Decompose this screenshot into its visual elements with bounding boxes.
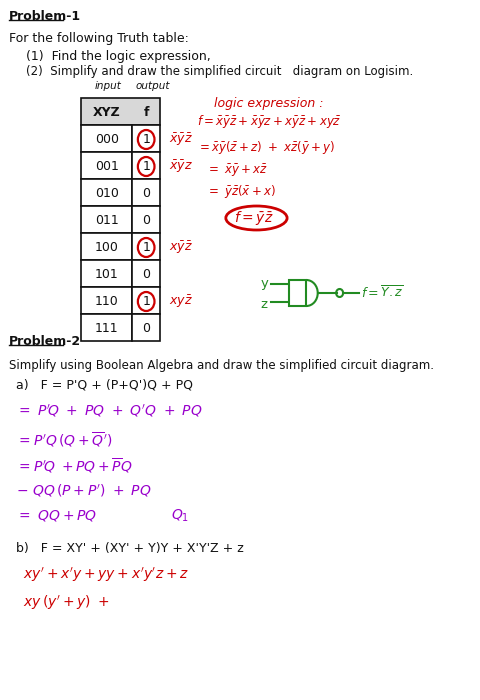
Text: 010: 010 [95, 187, 119, 200]
Text: $=\mathit{P'Q\,(Q+\overline{Q}')}$: $=\mathit{P'Q\,(Q+\overline{Q}')}$ [16, 431, 112, 450]
Bar [288, 280, 306, 306]
Text: 110: 110 [95, 295, 119, 308]
Bar [81, 98, 160, 125]
Text: 000: 000 [95, 133, 119, 146]
Text: For the following Truth table:: For the following Truth table: [9, 32, 188, 45]
Text: $-\ \mathit{QQ\,(P+P')\ +\ PQ}$: $-\ \mathit{QQ\,(P+P')\ +\ PQ}$ [16, 483, 151, 499]
Bar [132, 152, 160, 179]
Bar [81, 287, 132, 314]
Text: 001: 001 [95, 160, 119, 173]
Text: output: output [135, 81, 170, 91]
Text: Simplify using Boolean Algebra and draw the simplified circuit diagram.: Simplify using Boolean Algebra and draw … [9, 359, 433, 372]
Text: $f=\overline{Y.z}$: $f=\overline{Y.z}$ [360, 285, 402, 301]
Text: input: input [95, 81, 121, 91]
Bar [81, 260, 132, 287]
Bar [81, 314, 132, 341]
Text: $=\ \mathit{P'\!Q}\ +\ \mathit{PQ}\ +\ \mathit{Q'Q}\ +\ \mathit{PQ}$: $=\ \mathit{P'\!Q}\ +\ \mathit{PQ}\ +\ \… [16, 403, 202, 419]
Text: $=\bar{x}\bar{y}(\bar{z}+z)\ +\ x\bar{z}(\bar{y}+y)$: $=\bar{x}\bar{y}(\bar{z}+z)\ +\ x\bar{z}… [196, 139, 334, 157]
Text: z: z [260, 298, 267, 311]
Bar [132, 206, 160, 233]
Text: a)   F = P'Q + (P+Q')Q + PQ: a) F = P'Q + (P+Q')Q + PQ [16, 379, 192, 392]
Text: $f=\bar{y}\bar{z}$: $f=\bar{y}\bar{z}$ [233, 209, 273, 227]
Bar [81, 206, 132, 233]
Text: 011: 011 [95, 214, 119, 227]
Text: 0: 0 [142, 322, 150, 335]
Text: $\bar{x}\bar{y}z$: $\bar{x}\bar{y}z$ [168, 158, 192, 175]
Text: XYZ: XYZ [93, 106, 120, 119]
Text: y: y [260, 276, 268, 290]
Text: 1: 1 [142, 160, 150, 173]
Bar [81, 125, 132, 152]
Bar [132, 260, 160, 287]
Text: 111: 111 [95, 322, 119, 335]
Text: $=\ \mathit{QQ + PQ}$: $=\ \mathit{QQ + PQ}$ [16, 508, 96, 523]
Text: b)   F = XY' + (XY' + Y)Y + X'Y'Z + z: b) F = XY' + (XY' + Y)Y + X'Y'Z + z [16, 542, 243, 555]
Bar [132, 314, 160, 341]
Bar [81, 179, 132, 206]
Text: 0: 0 [142, 214, 150, 227]
Text: logic expression :: logic expression : [214, 97, 323, 110]
Text: 0: 0 [142, 187, 150, 200]
Text: $\bar{x}\bar{y}\bar{z}$: $\bar{x}\bar{y}\bar{z}$ [168, 131, 192, 148]
Bar [132, 233, 160, 260]
Bar [81, 152, 132, 179]
Text: 1: 1 [142, 133, 150, 146]
Text: $x\bar{y}\bar{z}$: $x\bar{y}\bar{z}$ [168, 239, 192, 255]
Text: 1: 1 [142, 295, 150, 308]
Text: Problem-1: Problem-1 [9, 10, 81, 23]
Text: Problem-2: Problem-2 [9, 335, 81, 348]
Text: f: f [143, 106, 149, 119]
Text: $Q_1$: $Q_1$ [170, 508, 189, 524]
Text: 100: 100 [95, 241, 119, 254]
Text: $=\ \bar{x}\bar{y}+x\bar{z}$: $=\ \bar{x}\bar{y}+x\bar{z}$ [205, 163, 267, 179]
Text: 101: 101 [95, 268, 119, 281]
Text: 0: 0 [142, 268, 150, 281]
Text: (2)  Simplify and draw the simplified circuit   diagram on Logisim.: (2) Simplify and draw the simplified cir… [26, 65, 413, 78]
Text: (1)  Find the logic expression,: (1) Find the logic expression, [26, 50, 211, 63]
Bar [132, 287, 160, 314]
Bar [81, 233, 132, 260]
Text: $xy\bar{z}$: $xy\bar{z}$ [168, 293, 192, 310]
Text: $=\mathit{P'\!Q}\ +\mathit{PQ}+\mathit{\overline{P}Q}$: $=\mathit{P'\!Q}\ +\mathit{PQ}+\mathit{\… [16, 457, 132, 475]
Text: $f=\bar{x}\bar{y}\bar{z}+\bar{x}\bar{y}z+x\bar{y}\bar{z}+xy\bar{z}$: $f=\bar{x}\bar{y}\bar{z}+\bar{x}\bar{y}z… [196, 113, 341, 130]
Text: $xy\,(y'+y)\ +$: $xy\,(y'+y)\ +$ [23, 594, 109, 612]
Bar [132, 125, 160, 152]
Text: 1: 1 [142, 241, 150, 254]
Text: $xy'+x'y+yy+x'y'z+z$: $xy'+x'y+yy+x'y'z+z$ [23, 566, 188, 584]
Bar [132, 179, 160, 206]
Text: $=\ \bar{y}\bar{z}(\bar{x}+x)$: $=\ \bar{y}\bar{z}(\bar{x}+x)$ [205, 183, 275, 200]
